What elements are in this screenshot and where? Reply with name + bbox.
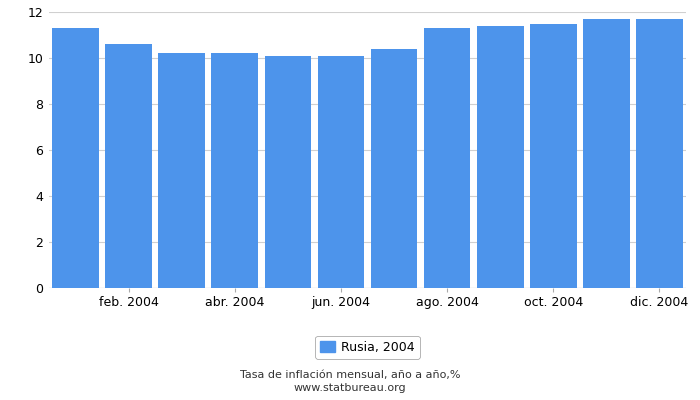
Bar [265, 56, 312, 288]
Bar [477, 26, 524, 288]
Bar [583, 19, 630, 288]
Bar [371, 49, 417, 288]
Text: Tasa de inflación mensual, año a año,%: Tasa de inflación mensual, año a año,% [239, 370, 461, 380]
Bar [158, 53, 205, 288]
Bar [530, 24, 577, 288]
Legend: Rusia, 2004: Rusia, 2004 [315, 336, 420, 359]
Bar [105, 44, 152, 288]
Bar [636, 19, 682, 288]
Bar [211, 53, 258, 288]
Text: www.statbureau.org: www.statbureau.org [294, 383, 406, 393]
Bar [318, 56, 364, 288]
Bar [424, 28, 470, 288]
Bar [52, 28, 99, 288]
